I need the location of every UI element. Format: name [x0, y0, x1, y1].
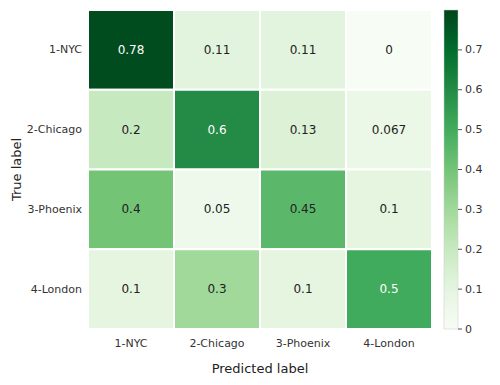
colorbar-tick: [458, 89, 462, 90]
y-tick-label: 2-Chicago: [27, 123, 82, 136]
cell-label: 0.78: [118, 43, 145, 57]
cell-label: 0: [385, 43, 393, 57]
heatmap-cell: [346, 249, 432, 329]
cell-label: 0.45: [290, 202, 317, 216]
cell-label: 0.1: [293, 282, 312, 296]
colorbar-tick-label: 0.4: [465, 163, 483, 176]
x-axis-label: Predicted label: [212, 361, 309, 376]
heatmap-cell: [174, 10, 260, 90]
colorbar-tick: [458, 209, 462, 210]
heatmap-chart: 0.78 0.11 0.11 0 0.2 0.6 0.13 0.067 0.4 0.05 0.45 0…: [0, 0, 500, 385]
cell-label: 0.1: [121, 282, 140, 296]
heatmap-cell: [88, 10, 174, 90]
heatmap-cell: [88, 90, 174, 170]
heatmap-cell: [260, 249, 346, 329]
colorbar-tick-label: 0.2: [465, 243, 483, 256]
colorbar-tick-label: 0.1: [465, 283, 483, 296]
x-tick-label: 3-Phoenix: [276, 337, 331, 350]
heatmap-cell: [260, 10, 346, 90]
colorbar: [444, 10, 458, 329]
cell-label: 0.067: [372, 123, 406, 137]
cell-label: 0.5: [379, 282, 398, 296]
cell-label: 0.11: [290, 43, 317, 57]
y-tick-label: 3-Phoenix: [27, 203, 82, 216]
colorbar-tick: [458, 49, 462, 50]
heatmap-cell: [260, 90, 346, 170]
heatmap-cell: [174, 249, 260, 329]
y-axis-label: True label: [9, 138, 24, 202]
cell-label: 0.1: [379, 202, 398, 216]
colorbar-tick: [458, 249, 462, 250]
colorbar-tick: [458, 329, 462, 330]
chart-container: 0.78 0.11 0.11 0 0.2 0.6 0.13 0.067 0.4 0.05 0.45 0…: [0, 0, 500, 385]
colorbar-tick: [458, 129, 462, 130]
x-tick-label: 2-Chicago: [189, 337, 244, 350]
colorbar-tick-label: 0.7: [465, 43, 483, 56]
heatmap-cell: [346, 90, 432, 170]
heatmap-cell: [346, 170, 432, 250]
cell-label: 0.3: [207, 282, 226, 296]
colorbar-tick-label: 0: [465, 323, 472, 336]
cell-labels: 0.78 0.11 0.11 0 0.2 0.6 0.13 0.067 0.4 0.05 0.45 0…: [118, 43, 407, 296]
cell-label: 0.6: [207, 123, 226, 137]
heatmap-cell: [346, 10, 432, 90]
heatmap-cell: [88, 249, 174, 329]
colorbar-tick: [458, 289, 462, 290]
x-tick-label: 1-NYC: [115, 337, 148, 350]
cell-label: 0.11: [204, 43, 231, 57]
heatmap-cell: [260, 170, 346, 250]
heatmap-cell: [174, 90, 260, 170]
colorbar-tick-label: 0.3: [465, 203, 483, 216]
cell-label: 0.2: [121, 123, 140, 137]
cell-label: 0.13: [290, 123, 317, 137]
y-tick-label: 4-London: [31, 283, 82, 296]
colorbar-tick: [458, 169, 462, 170]
cells: [88, 10, 432, 329]
cell-label: 0.05: [204, 202, 231, 216]
cell-label: 0.4: [121, 202, 140, 216]
colorbar-tick-label: 0.6: [465, 83, 483, 96]
heatmap-cell: [174, 170, 260, 250]
colorbar-tick-label: 0.5: [465, 123, 483, 136]
x-tick-label: 4-London: [363, 337, 414, 350]
y-tick-label: 1-NYC: [49, 43, 82, 56]
heatmap-cell: [88, 170, 174, 250]
